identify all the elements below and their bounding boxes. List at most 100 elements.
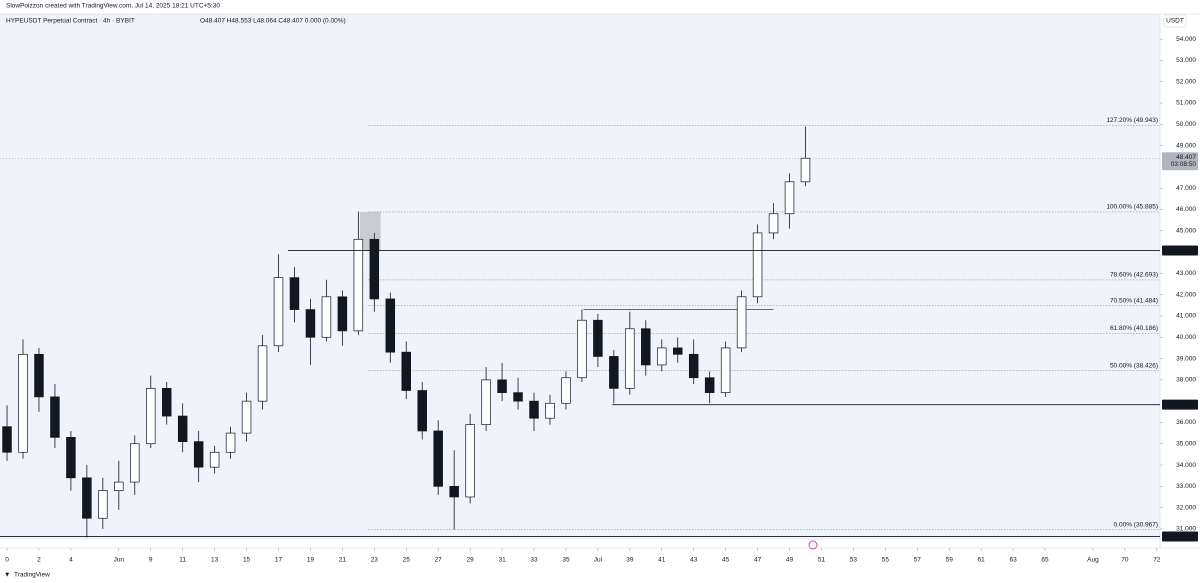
fib-label: 50.00% (38.426) — [1110, 363, 1158, 370]
candle-body — [18, 353, 28, 453]
y-tick-label: 46.000 — [1176, 206, 1196, 213]
candle-body — [225, 432, 236, 453]
x-tick-label: 59 — [946, 557, 954, 564]
footer-text: TradingView — [14, 572, 50, 579]
candle-body — [593, 319, 603, 357]
y-tick-label: 52.000 — [1176, 78, 1196, 85]
fib-label: 100.00% (45.885) — [1106, 204, 1158, 211]
fib-label: 0.00% (30.967) — [1114, 521, 1158, 528]
candle-body — [481, 379, 491, 425]
event-icon[interactable] — [808, 540, 818, 550]
x-tick-label: 57 — [914, 557, 922, 564]
x-tick-label: 65 — [1041, 557, 1049, 564]
x-tick-label: 55 — [882, 557, 890, 564]
candle-body — [369, 238, 380, 300]
candle-body — [241, 400, 252, 434]
x-tick-label: Jul — [594, 557, 603, 564]
x-tick-label: Jun — [114, 557, 125, 564]
candle-body — [98, 490, 108, 519]
candle-body — [625, 328, 635, 389]
candle-body — [672, 347, 683, 355]
fib-label: 70.50% (41.484) — [1110, 297, 1158, 304]
candle-body — [417, 390, 427, 432]
level-price-box — [1162, 399, 1198, 410]
candle-body — [2, 426, 12, 453]
x-tick-label: 0 — [5, 557, 9, 564]
x-tick-label: 47 — [754, 557, 762, 564]
currency-label: USDT — [1166, 18, 1184, 25]
x-tick-label: 70 — [1121, 557, 1129, 564]
x-tick-label: 39 — [626, 557, 634, 564]
candle-body — [609, 356, 619, 389]
y-tick-label: 42.000 — [1176, 291, 1196, 298]
candle-body — [130, 443, 140, 483]
x-tick-label: 29 — [467, 557, 475, 564]
candle-body — [385, 298, 396, 353]
x-tick-label: 4 — [69, 557, 73, 564]
x-tick-label: 13 — [211, 557, 219, 564]
x-tick-label: 19 — [307, 557, 315, 564]
candle-body — [752, 232, 763, 298]
y-tick-label: 38.000 — [1176, 377, 1196, 384]
y-tick-label: 34.000 — [1176, 462, 1196, 469]
level-price-label: 36.836 — [1176, 401, 1196, 408]
candle-body — [177, 415, 188, 442]
y-tick-label: 49.000 — [1176, 142, 1196, 149]
fib-label: 127.20% (49.943) — [1106, 117, 1158, 124]
x-tick-label: 11 — [179, 557, 186, 564]
candle-body — [273, 277, 284, 347]
y-tick-label: 51.000 — [1176, 100, 1196, 107]
x-tick-label: 2 — [37, 557, 41, 564]
candle-body — [305, 309, 316, 338]
x-tick-label: Aug — [1087, 557, 1099, 564]
candle-body — [577, 319, 587, 379]
candle-body — [353, 238, 364, 332]
candle-body — [209, 451, 220, 468]
candle-body — [146, 388, 156, 445]
candle-body — [561, 377, 571, 404]
header-text: SlowPoizzon created with TradingView.com… — [6, 3, 220, 10]
y-tick-label: 41.000 — [1176, 313, 1196, 320]
candle-body — [449, 485, 459, 498]
candle-body — [800, 157, 811, 183]
x-tick-label: 41 — [658, 557, 666, 564]
ohlc-legend: O48.407 H48.553 L48.064 C48.407 0.000 (0… — [200, 18, 346, 25]
level-price-label: 30.646 — [1176, 533, 1196, 540]
candle-body — [529, 400, 539, 419]
candle-body — [193, 441, 204, 468]
x-tick-label: 27 — [435, 557, 443, 564]
last-price-label: 48.407 — [1176, 154, 1196, 161]
x-tick-label: 9 — [149, 557, 153, 564]
candle-body — [497, 379, 507, 393]
logo-mark: ▼ — [4, 572, 10, 579]
candle-body — [641, 328, 651, 366]
x-tick-label: 72 — [1153, 557, 1161, 564]
candle-body — [50, 396, 60, 438]
level-price-box — [1162, 245, 1198, 256]
candle-body — [513, 392, 523, 402]
y-tick-label: 35.000 — [1176, 440, 1196, 447]
candle-body — [401, 351, 411, 391]
x-tick-label: 63 — [1009, 557, 1017, 564]
candle-body — [66, 437, 76, 479]
candle-body — [161, 388, 172, 417]
x-tick-label: 61 — [978, 557, 986, 564]
candle-body — [720, 347, 731, 393]
countdown-label: 03:08:50 — [1171, 161, 1197, 168]
candle-body — [257, 345, 268, 402]
y-tick-label: 31.000 — [1176, 526, 1196, 533]
chart-layer: 31.000 32.000 33.000 34.000 35.000 36.000 38.0… — [0, 36, 1198, 564]
candle-body — [337, 296, 348, 332]
symbol-title: HYPEUSDT Perpetual Contract · 4h · BYBIT — [6, 18, 135, 25]
y-tick-label: 54.000 — [1176, 36, 1196, 43]
x-tick-label: 35 — [562, 557, 570, 564]
candle-body — [114, 481, 124, 491]
y-tick-label: 53.000 — [1176, 57, 1196, 64]
x-tick-label: 45 — [722, 557, 730, 564]
level-price-label: 44.073 — [1176, 247, 1196, 254]
candle-body — [688, 353, 699, 379]
candle-body — [657, 347, 667, 366]
x-tick-label: 31 — [498, 557, 506, 564]
y-tick-label: 43.000 — [1176, 270, 1196, 277]
candle-body — [736, 296, 747, 349]
